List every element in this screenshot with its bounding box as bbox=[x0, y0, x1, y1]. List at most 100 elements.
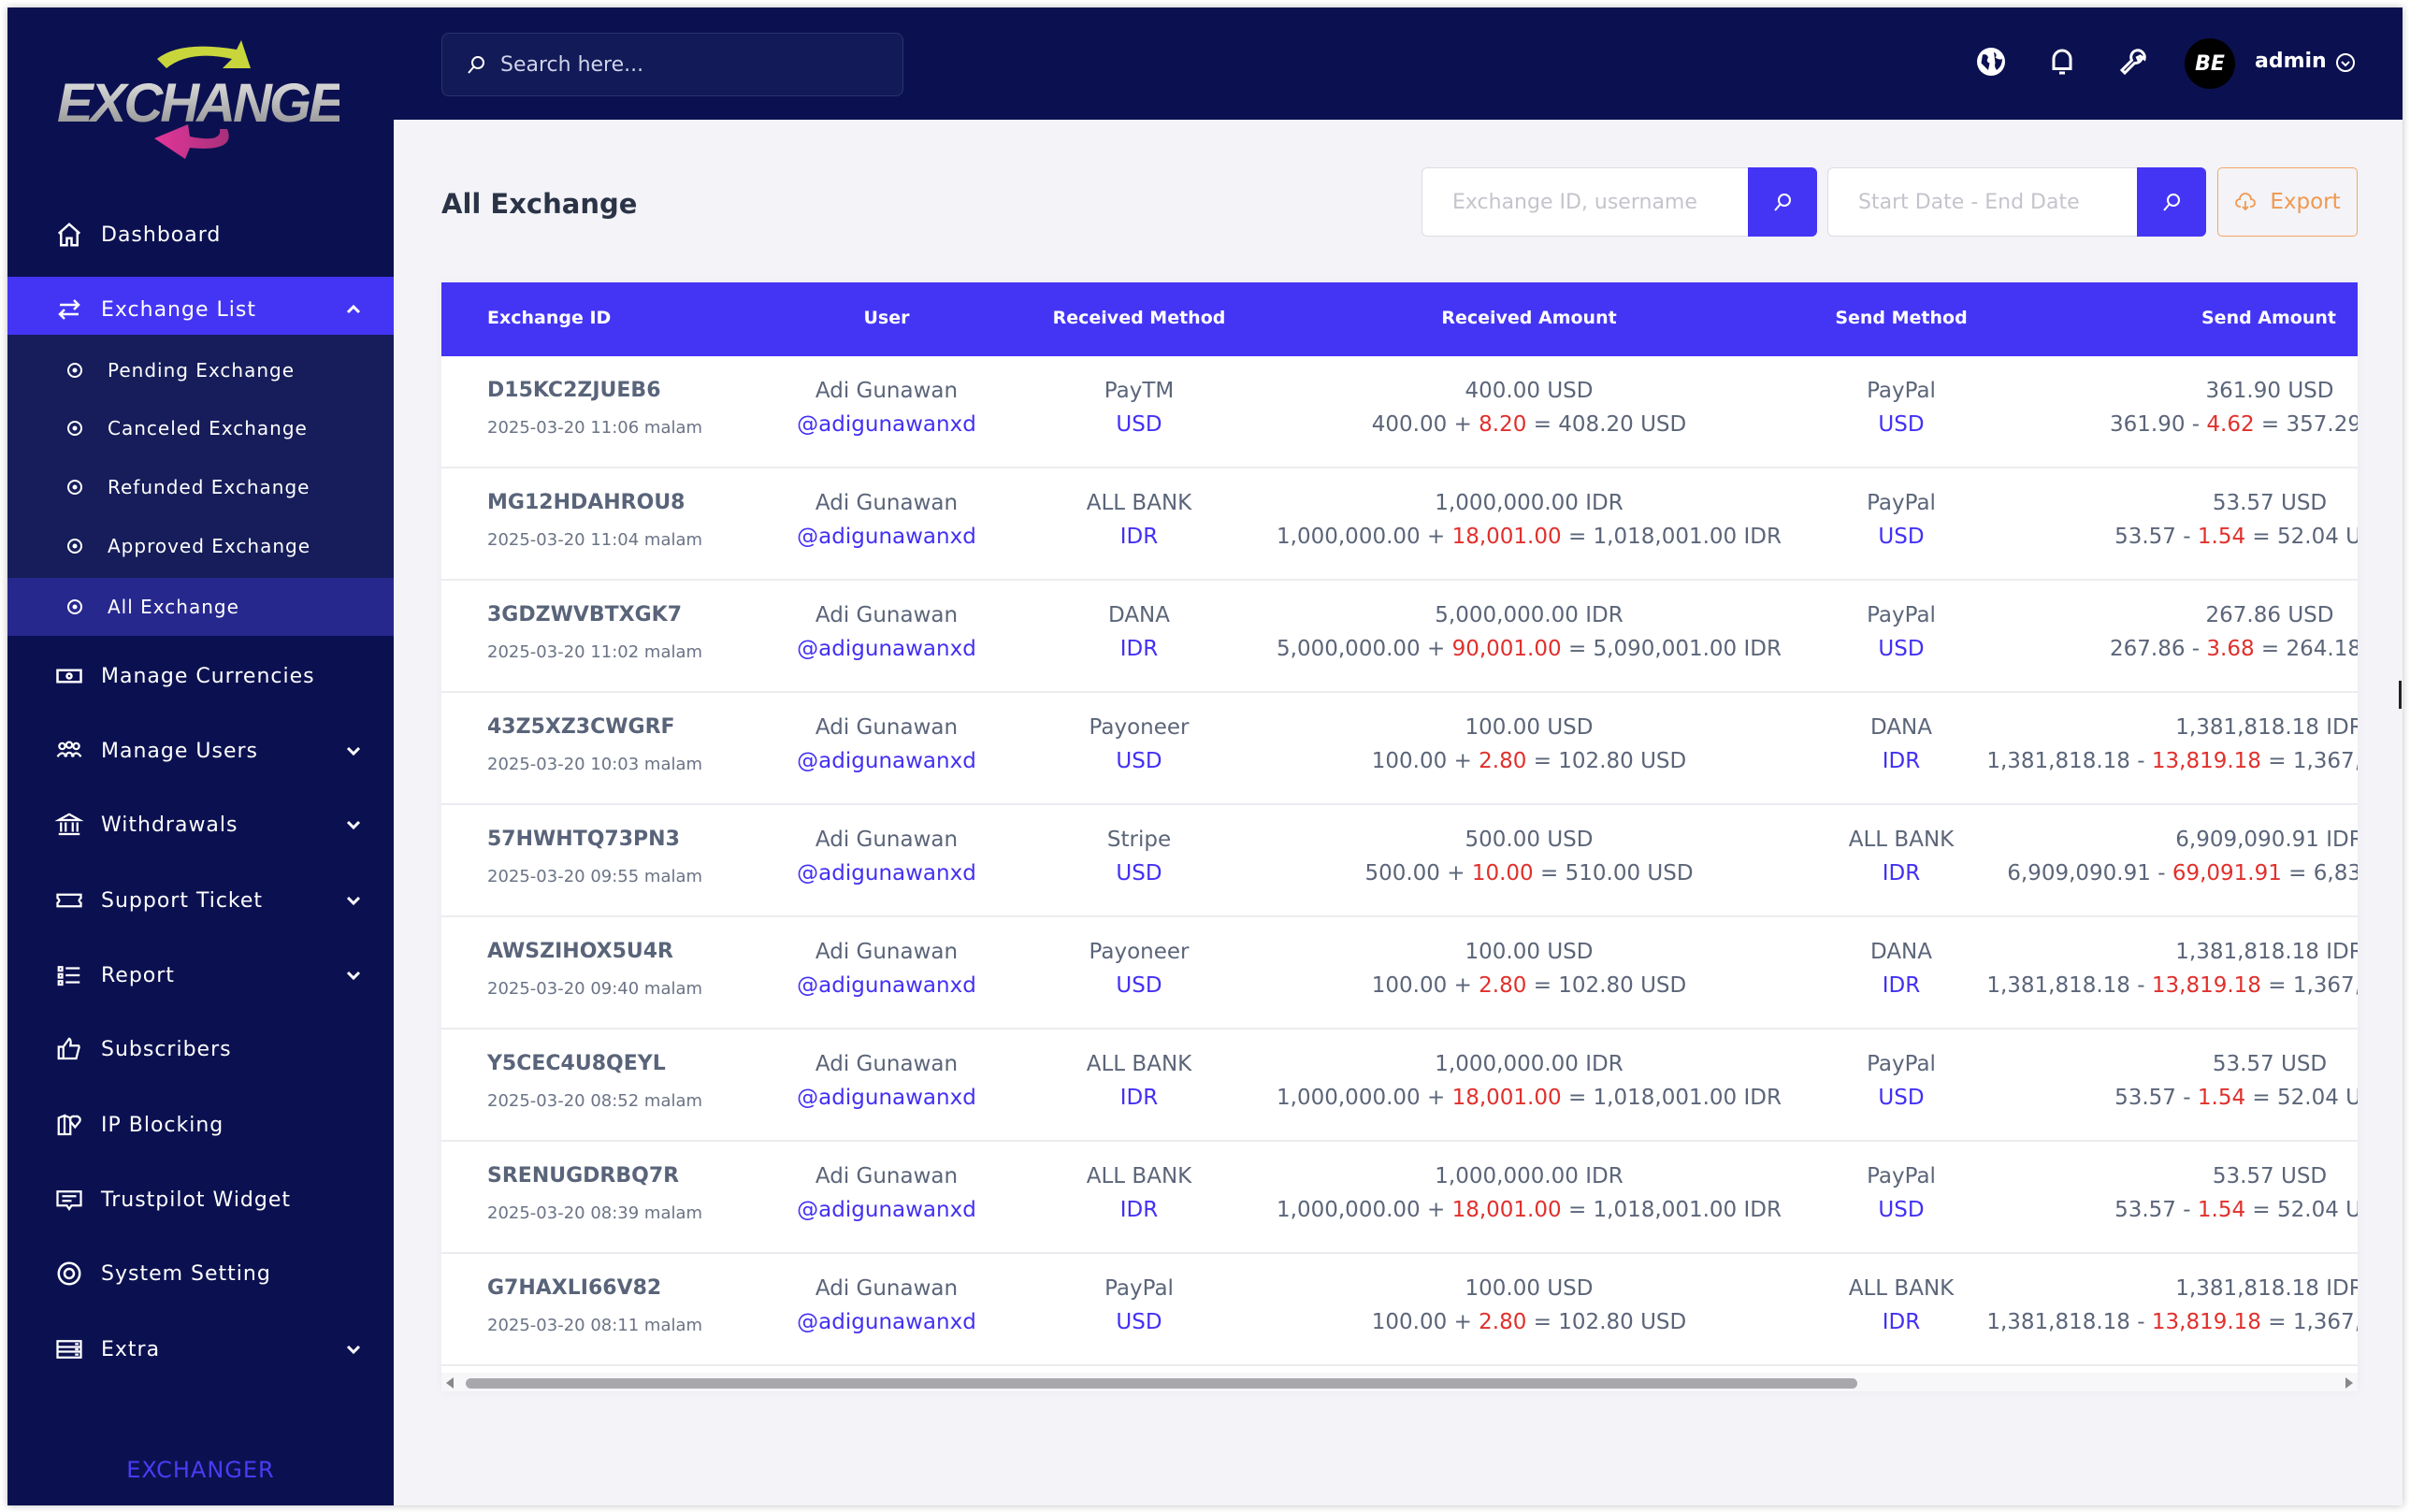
user-username-link[interactable]: @adigunawanxd bbox=[797, 412, 976, 437]
sidebar-subitem-approved[interactable]: Approved Exchange bbox=[7, 518, 394, 574]
exchange-id[interactable]: SRENUGDRBQ7R bbox=[487, 1164, 680, 1188]
sidebar-subitem-all[interactable]: All Exchange bbox=[7, 578, 394, 636]
send-base: 267.86 bbox=[2109, 637, 2186, 661]
scroll-right-arrow-icon[interactable] bbox=[2345, 1377, 2354, 1389]
bank-icon bbox=[54, 813, 84, 836]
exchange-id[interactable]: G7HAXLI66V82 bbox=[487, 1276, 662, 1300]
sidebar-item-exchange-list[interactable]: Exchange List bbox=[7, 277, 394, 342]
send-currency: USD bbox=[1878, 525, 1925, 549]
vertical-scrollbar[interactable] bbox=[2399, 681, 2402, 709]
received-fee: 10.00 bbox=[1471, 861, 1534, 886]
user-name: Adi Gunawan bbox=[815, 491, 959, 515]
table-row[interactable]: G7HAXLI66V82 2025-03-20 08:11 malam Adi Gu… bbox=[441, 1254, 2358, 1366]
sidebar-item-withdrawals[interactable]: Withdrawals bbox=[7, 796, 394, 854]
sidebar-item-ip-blocking[interactable]: IP Blocking bbox=[7, 1096, 394, 1154]
column-header-received-method[interactable]: Received Method bbox=[1052, 308, 1226, 328]
received-method: PayTM bbox=[1104, 379, 1175, 403]
send-calculation: 53.57 - 1.54 = 52.04 U bbox=[2114, 1086, 2358, 1110]
sidebar-subitem-pending[interactable]: Pending Exchange bbox=[7, 342, 394, 398]
exchange-id[interactable]: 3GDZWVBTXGK7 bbox=[487, 603, 683, 626]
export-button[interactable]: Export bbox=[2217, 167, 2358, 237]
send-calculation: 53.57 - 1.54 = 52.04 U bbox=[2114, 1198, 2358, 1222]
column-header-exchange-id[interactable]: Exchange ID bbox=[487, 308, 612, 328]
sidebar-item-manage-currencies[interactable]: Manage Currencies bbox=[7, 647, 394, 705]
received-base: 100.00 bbox=[1371, 749, 1448, 773]
wrench-icon[interactable] bbox=[2116, 45, 2150, 79]
search-input[interactable]: Search here... bbox=[441, 33, 903, 96]
horizontal-scrollbar[interactable] bbox=[441, 1373, 2358, 1391]
user-username-link[interactable]: @adigunawanxd bbox=[797, 1310, 976, 1334]
send-method: DANA bbox=[1870, 940, 1932, 964]
column-header-user[interactable]: User bbox=[863, 308, 910, 328]
sidebar-item-subscribers[interactable]: Subscribers bbox=[7, 1020, 394, 1078]
user-username-link[interactable]: @adigunawanxd bbox=[797, 749, 976, 773]
exchange-arrows-icon bbox=[58, 299, 80, 320]
scrollbar-thumb[interactable] bbox=[466, 1378, 1857, 1389]
table-row[interactable]: MG12HDAHROU8 2025-03-20 11:04 malam Adi Gu… bbox=[441, 468, 2358, 581]
sidebar-subitem-canceled[interactable]: Canceled Exchange bbox=[7, 400, 394, 456]
received-calculation: 1,000,000.00 + 18,001.00 = 1,018,001.00 … bbox=[1277, 525, 1782, 549]
send-total: 1,367, bbox=[2292, 749, 2358, 773]
table-row[interactable]: 43Z5XZ3CWGRF 2025-03-20 10:03 malam Adi Gu… bbox=[441, 693, 2358, 805]
date-search-button[interactable] bbox=[2137, 167, 2206, 237]
send-amount: 1,381,818.18 IDR bbox=[2173, 940, 2358, 964]
send-base: 1,381,818.18 bbox=[1986, 973, 2130, 998]
user-name: Adi Gunawan bbox=[815, 1164, 959, 1188]
column-header-send-method[interactable]: Send Method bbox=[1835, 308, 1968, 328]
user-username-link[interactable]: @adigunawanxd bbox=[797, 973, 976, 998]
send-method: PayPal bbox=[1867, 1052, 1936, 1076]
scroll-left-arrow-icon[interactable] bbox=[445, 1377, 455, 1389]
chevron-down-circle-icon[interactable] bbox=[2334, 51, 2357, 74]
user-name[interactable]: admin bbox=[2255, 50, 2327, 73]
received-currency: IDR bbox=[1119, 525, 1159, 549]
sidebar-item-dashboard[interactable]: Dashboard bbox=[7, 206, 394, 264]
sidebar-item-support-ticket[interactable]: Support Ticket bbox=[7, 871, 394, 929]
exchange-logo[interactable]: EXCHANGE bbox=[50, 36, 339, 176]
exchange-id[interactable]: MG12HDAHROU8 bbox=[487, 491, 685, 514]
sidebar-item-extra[interactable]: Extra bbox=[7, 1320, 394, 1378]
sidebar-subitem-refunded[interactable]: Refunded Exchange bbox=[7, 459, 394, 515]
globe-icon[interactable] bbox=[1974, 45, 2008, 79]
table-row[interactable]: SRENUGDRBQ7R 2025-03-20 08:39 malam Adi Gu… bbox=[441, 1142, 2358, 1254]
column-header-send-amount[interactable]: Send Amount bbox=[2201, 308, 2337, 328]
send-currency: IDR bbox=[1882, 861, 1921, 886]
received-fee: 8.20 bbox=[1479, 412, 1527, 437]
avatar[interactable]: BE bbox=[2185, 38, 2235, 89]
sidebar-item-report[interactable]: Report bbox=[7, 946, 394, 1004]
chevron-down-icon bbox=[346, 820, 361, 830]
received-calculation: 100.00 + 2.80 = 102.80 USD bbox=[1371, 973, 1687, 998]
received-total: 408.20 USD bbox=[1558, 412, 1687, 437]
table-row[interactable]: D15KC2ZJUEB6 2025-03-20 11:06 malam Adi Gu… bbox=[441, 356, 2358, 468]
received-base: 100.00 bbox=[1371, 973, 1448, 998]
send-fee: 1.54 bbox=[2197, 1198, 2246, 1222]
bell-icon[interactable] bbox=[2045, 45, 2079, 79]
sidebar-item-trustpilot-widget[interactable]: Trustpilot Widget bbox=[7, 1171, 394, 1229]
exchange-id[interactable]: 57HWHTQ73PN3 bbox=[487, 828, 680, 851]
user-username-link[interactable]: @adigunawanxd bbox=[797, 1198, 976, 1222]
received-amount: 500.00 USD bbox=[1465, 828, 1594, 852]
table-row[interactable]: 57HWHTQ73PN3 2025-03-20 09:55 malam Adi Gu… bbox=[441, 805, 2358, 917]
user-username-link[interactable]: @adigunawanxd bbox=[797, 1086, 976, 1110]
exchange-id[interactable]: D15KC2ZJUEB6 bbox=[487, 379, 661, 402]
list-icon bbox=[57, 966, 80, 986]
exchange-id[interactable]: Y5CEC4U8QEYL bbox=[487, 1052, 666, 1075]
table-header: Exchange ID User Received Method Receive… bbox=[441, 282, 2358, 356]
user-username-link[interactable]: @adigunawanxd bbox=[797, 861, 976, 886]
filter-search-button[interactable] bbox=[1748, 167, 1817, 237]
sidebar-item-manage-users[interactable]: Manage Users bbox=[7, 722, 394, 780]
send-amount-value: 361.90 USD bbox=[2205, 379, 2334, 403]
received-method: Payoneer bbox=[1089, 715, 1190, 740]
user-username-link[interactable]: @adigunawanxd bbox=[797, 525, 976, 549]
send-base: 1,381,818.18 bbox=[1986, 749, 2130, 773]
user-username-link[interactable]: @adigunawanxd bbox=[797, 637, 976, 661]
exchange-id[interactable]: AWSZIHOX5U4R bbox=[487, 940, 673, 963]
table-row[interactable]: 3GDZWVBTXGK7 2025-03-20 11:02 malam Adi Gu… bbox=[441, 581, 2358, 693]
table-row[interactable]: AWSZIHOX5U4R 2025-03-20 09:40 malam Adi Gu… bbox=[441, 917, 2358, 1030]
table-row[interactable]: Y5CEC4U8QEYL 2025-03-20 08:52 malam Adi Gu… bbox=[441, 1030, 2358, 1142]
column-header-received-amount[interactable]: Received Amount bbox=[1441, 308, 1617, 328]
sidebar-item-system-setting[interactable]: System Setting bbox=[7, 1245, 394, 1303]
received-fee: 2.80 bbox=[1479, 1310, 1527, 1334]
received-amount: 100.00 USD bbox=[1465, 1276, 1594, 1301]
exchange-id[interactable]: 43Z5XZ3CWGRF bbox=[487, 715, 675, 739]
send-amount-value: 53.57 USD bbox=[2212, 491, 2328, 515]
